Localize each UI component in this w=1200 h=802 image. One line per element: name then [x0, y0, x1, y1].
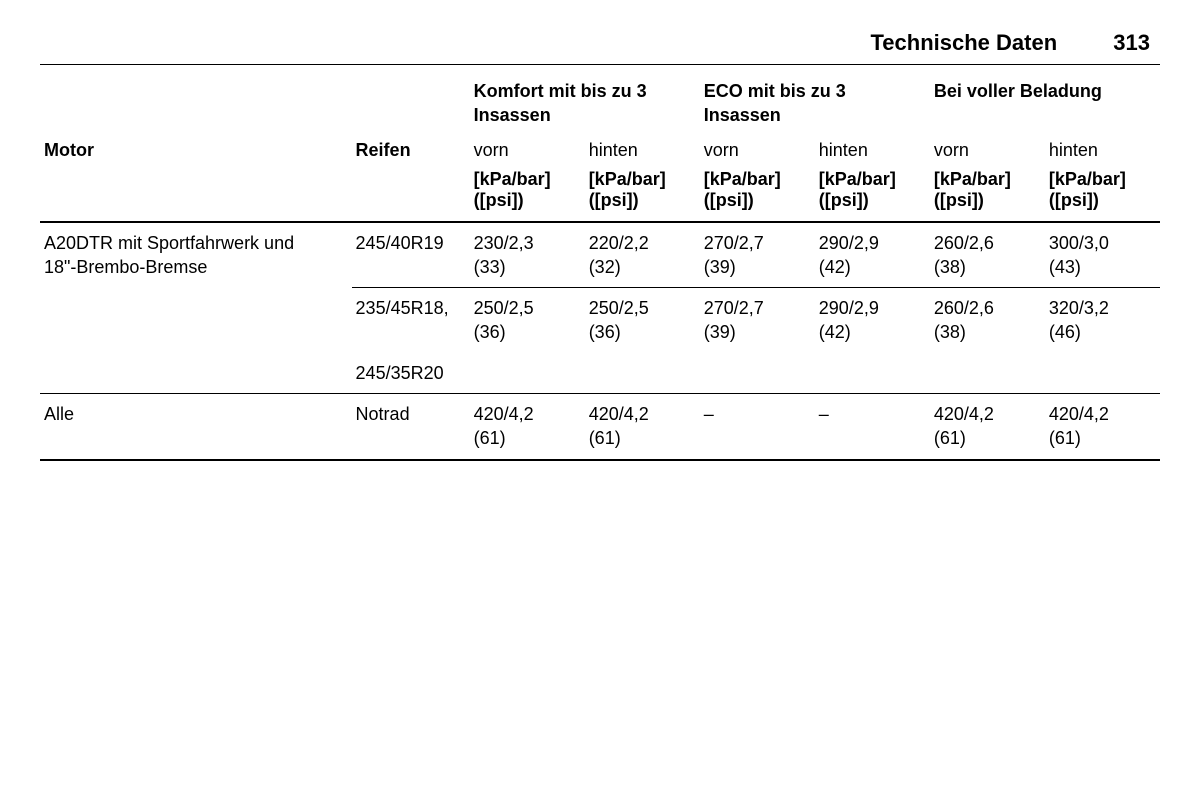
cell-value: 420/4,2(61) — [1045, 394, 1160, 460]
cell-value: – — [815, 394, 930, 460]
cell-value: 290/2,9(42) — [815, 222, 930, 288]
table-row: A20DTR mit Sportfahrwerk und 18"-Brembo-… — [40, 222, 1160, 288]
cell-value: 260/2,6(38) — [930, 288, 1045, 353]
table-row: Alle Notrad 420/4,2(61) 420/4,2(61) – – … — [40, 394, 1160, 460]
col-full-front: vorn — [930, 130, 1045, 163]
cell-value: 320/3,2(46) — [1045, 288, 1160, 353]
col-motor: Motor — [44, 140, 94, 160]
page-header: Technische Daten 313 — [40, 30, 1160, 56]
unit-line1: [kPa/bar] — [1049, 169, 1126, 189]
unit-line1: [kPa/bar] — [474, 169, 551, 189]
table-unit-row: [kPa/bar]([psi]) [kPa/bar]([psi]) [kPa/b… — [40, 163, 1160, 222]
cell-value: 420/4,2(61) — [470, 394, 585, 460]
cell-value: 260/2,6(38) — [930, 222, 1045, 288]
col-group-full: Bei voller Beladung — [934, 81, 1102, 101]
page-number: 313 — [1113, 30, 1150, 55]
unit-line2: ([psi]) — [589, 190, 639, 210]
cell-value: 420/4,2(61) — [585, 394, 700, 460]
section-title: Technische Daten — [871, 30, 1058, 55]
cell-motor: A20DTR mit Sportfahrwerk und 18"-Brembo-… — [40, 222, 352, 394]
unit-line1: [kPa/bar] — [819, 169, 896, 189]
col-eco-rear: hinten — [815, 130, 930, 163]
cell-tyre: Notrad — [352, 394, 470, 460]
cell-value — [700, 353, 815, 394]
cell-value: 230/2,3(33) — [470, 222, 585, 288]
cell-value — [1045, 353, 1160, 394]
unit-line2: ([psi]) — [819, 190, 869, 210]
cell-value: 300/3,0(43) — [1045, 222, 1160, 288]
cell-value: 270/2,7(39) — [700, 288, 815, 353]
col-group-comfort: Komfort mit bis zu 3 Insassen — [474, 81, 647, 125]
cell-value — [930, 353, 1045, 394]
cell-value: 250/2,5(36) — [585, 288, 700, 353]
col-comfort-rear: hinten — [585, 130, 700, 163]
table-sub-header: Motor Reifen vorn hinten vorn hinten vor… — [40, 130, 1160, 163]
cell-value: 420/4,2(61) — [930, 394, 1045, 460]
col-eco-front: vorn — [700, 130, 815, 163]
table-group-header: Komfort mit bis zu 3 Insassen ECO mit bi… — [40, 65, 1160, 130]
cell-value: 290/2,9(42) — [815, 288, 930, 353]
cell-value: 220/2,2(32) — [585, 222, 700, 288]
cell-value — [815, 353, 930, 394]
col-group-eco: ECO mit bis zu 3 Insassen — [704, 81, 846, 125]
cell-motor: Alle — [40, 394, 352, 460]
cell-tyre: 245/40R19 — [352, 222, 470, 288]
cell-value: – — [700, 394, 815, 460]
unit-line2: ([psi]) — [474, 190, 524, 210]
cell-tyre: 245/35R20 — [352, 353, 470, 394]
pressure-table: Komfort mit bis zu 3 Insassen ECO mit bi… — [40, 64, 1160, 461]
cell-value — [470, 353, 585, 394]
cell-tyre: 235/45R18, — [352, 288, 470, 353]
unit-line1: [kPa/bar] — [589, 169, 666, 189]
col-comfort-front: vorn — [470, 130, 585, 163]
cell-value — [585, 353, 700, 394]
unit-line2: ([psi]) — [934, 190, 984, 210]
unit-line1: [kPa/bar] — [934, 169, 1011, 189]
col-tyre: Reifen — [356, 140, 411, 160]
unit-line2: ([psi]) — [704, 190, 754, 210]
unit-line2: ([psi]) — [1049, 190, 1099, 210]
cell-value: 270/2,7(39) — [700, 222, 815, 288]
col-full-rear: hinten — [1045, 130, 1160, 163]
cell-value: 250/2,5(36) — [470, 288, 585, 353]
unit-line1: [kPa/bar] — [704, 169, 781, 189]
